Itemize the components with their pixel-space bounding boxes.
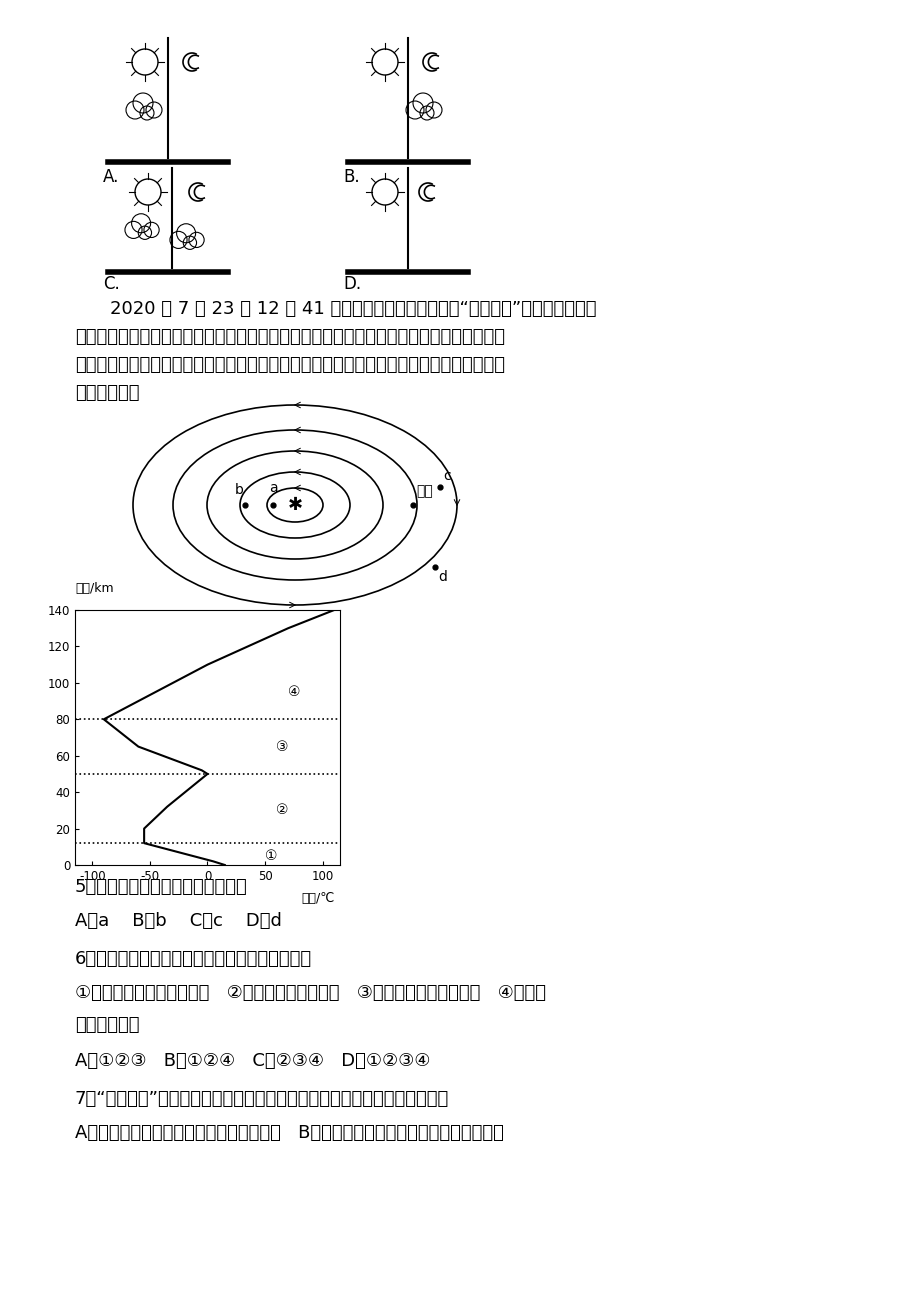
Text: B.: B. (343, 168, 359, 186)
Text: 高度/km: 高度/km (75, 582, 114, 595)
Text: ③: ③ (276, 740, 289, 754)
Text: 5．火星在太阳系示意图中的位置是: 5．火星在太阳系示意图中的位置是 (75, 878, 247, 896)
Text: 成下面小题。: 成下面小题。 (75, 384, 140, 402)
Text: 6．八大行星中的火星与地球所拥有的共同特征有: 6．八大行星中的火星与地球所拥有的共同特征有 (75, 950, 312, 967)
Text: ①: ① (265, 849, 277, 863)
Text: ✱: ✱ (287, 496, 302, 514)
Text: b: b (234, 483, 244, 497)
Text: D.: D. (343, 275, 361, 293)
Text: d: d (437, 570, 447, 585)
Text: a: a (268, 480, 277, 495)
Text: A．a    B．b    C．c    D．d: A．a B．b C．c D．d (75, 911, 281, 930)
Text: ④: ④ (288, 685, 300, 699)
Text: 温度/℃: 温度/℃ (301, 892, 334, 905)
Text: A.: A. (103, 168, 119, 186)
Text: 地球: 地球 (415, 484, 432, 497)
Text: C.: C. (103, 275, 119, 293)
Text: c: c (443, 469, 450, 483)
Text: 昌航天发射场由长征五号遥四运载火箭发射升空，其任务目标是通过一次发射，实现火星环: 昌航天发射场由长征五号遥四运载火箭发射升空，其任务目标是通过一次发射，实现火星环 (75, 328, 505, 346)
Text: ②: ② (276, 803, 289, 818)
Text: 2020 年 7 月 23 日 12 时 41 分，中国首次火星探测任务“天问一号”探测器在中国文: 2020 年 7 月 23 日 12 时 41 分，中国首次火星探测任务“天问一… (110, 299, 596, 318)
Text: ①都有固体表面，体积较小   ②公转方向具有同向性   ③公转轨道在同一平面上   ④公转轨: ①都有固体表面，体积较小 ②公转方向具有同向性 ③公转轨道在同一平面上 ④公转轨 (75, 984, 545, 1003)
Text: A．①②③   B．①②④   C．②③④   D．①②③④: A．①②③ B．①②④ C．②③④ D．①②③④ (75, 1052, 430, 1070)
Text: 道具有近圆性: 道具有近圆性 (75, 1016, 140, 1034)
Text: 绕、着陆和屁视探测。下图为太阳系示意图和大气垂直分层及高度、温度变化图。读图，完: 绕、着陆和屁视探测。下图为太阳系示意图和大气垂直分层及高度、温度变化图。读图，完 (75, 355, 505, 374)
Text: A．对流层；随着高度上升，气温逐渐上升   B．对流层；随着高度上升，气温逐渐下降: A．对流层；随着高度上升，气温逐渐上升 B．对流层；随着高度上升，气温逐渐下降 (75, 1124, 504, 1142)
Text: 7．“天问一号”进入太空的过程中，最开始穿过的大气层及其气温变化特点是: 7．“天问一号”进入太空的过程中，最开始穿过的大气层及其气温变化特点是 (75, 1090, 448, 1108)
